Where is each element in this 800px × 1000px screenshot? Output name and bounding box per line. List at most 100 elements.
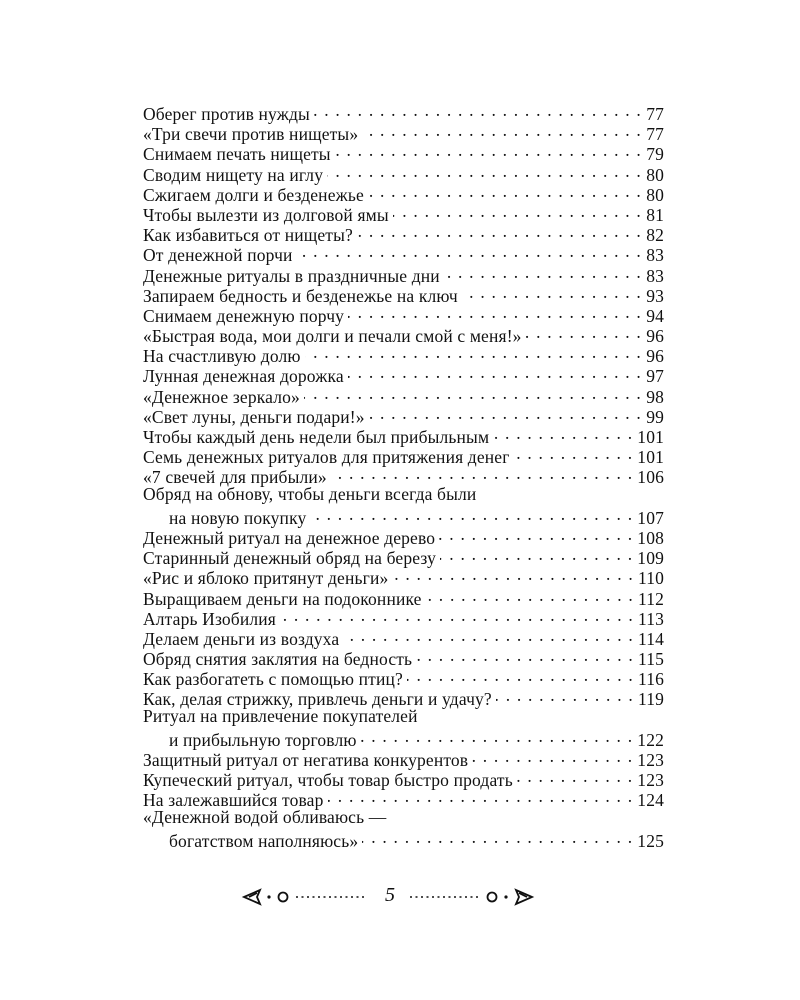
toc-entry-title: «Три свечи против нищеты» [143, 124, 359, 145]
toc-entry-title: Семь денежных ритуалов для притяжения де… [143, 447, 510, 468]
toc-entry-page: 81 [646, 204, 664, 225]
toc-entry-page: 106 [637, 467, 664, 488]
toc-entry-title: «Денежной водой обливаюсь — [143, 806, 387, 827]
dot-leader [314, 100, 642, 120]
toc-entry-page: 101 [637, 427, 664, 447]
toc-entry-page: 107 [637, 507, 664, 528]
toc-entry-title: Выращиваем деньги на подоконнике [143, 588, 422, 609]
toc-entry-title: Старинный денежный обряд на березу [143, 548, 436, 569]
toc-entry-page: 77 [646, 124, 664, 145]
toc-entry-title: Денежные ритуалы в праздничные дни [143, 265, 440, 286]
toc-entry: Алтарь Изобилия 113 [143, 605, 664, 629]
dot-leader [462, 282, 642, 302]
toc-entry: Запираем бедность и безденежье на ключ 93 [143, 282, 664, 306]
dot-leader [327, 161, 642, 181]
toc-entry-title: Сводим нищету на иглу [143, 164, 324, 185]
toc-entry-page: 77 [646, 104, 664, 124]
toc-entry: богатством наполняюсь» 125 [143, 827, 664, 851]
toc-entry: «Три свечи против нищеты» 77 [143, 120, 664, 144]
dot-leader [304, 383, 642, 403]
toc-entry-page: 110 [637, 568, 664, 589]
toc-entry-title: Ритуал на привлечение покупателей [143, 705, 418, 726]
toc-entry-page: 125 [637, 830, 664, 851]
toc-entry-title: «Рис и яблоко притянут деньги» [143, 568, 389, 589]
toc-entry: «7 свечей для прибыли» 106 [143, 463, 664, 487]
toc-entry-title: «Быстрая вода, мои долги и печали смой с… [143, 326, 522, 347]
toc-entry-page: 94 [646, 305, 664, 326]
toc-entry: Как разбогатеть с помощью птиц? 116 [143, 665, 664, 689]
toc-entry-title: Чтобы каждый день недели был прибыльным [143, 427, 490, 447]
toc-entry: Снимаем печать нищеты 79 [143, 140, 664, 164]
dot-leader [426, 585, 634, 605]
toc-entry-title: «Денежное зеркало» [143, 386, 300, 407]
toc-entry-page: 83 [646, 245, 664, 266]
toc-entry-page: 123 [637, 750, 664, 770]
dot-leader [407, 665, 634, 685]
toc-entry: Ритуал на привлечение покупателей [143, 706, 664, 726]
toc-entry-title: На залежавшийся товар [143, 790, 324, 811]
dot-leader [416, 645, 634, 665]
toc-entry: и прибыльную торговлю 122 [143, 726, 664, 750]
toc-entry: Как избавиться от нищеты? 82 [143, 221, 664, 245]
toc-entry: Обряд на обнову, чтобы деньги всегда был… [143, 484, 664, 504]
toc-entry-page: 122 [637, 729, 664, 750]
dot-leader [393, 201, 642, 221]
toc-entry-page: 112 [637, 588, 664, 609]
dot-leader [368, 181, 642, 201]
footer-ornament-icon [241, 888, 535, 906]
toc-entry-page: 82 [646, 225, 664, 246]
toc-entry: на новую покупку 107 [143, 504, 664, 528]
dot-leader [343, 625, 634, 645]
toc-entry: На счастливую долю 96 [143, 342, 664, 366]
dot-leader [348, 302, 642, 322]
toc-entry: От денежной порчи 83 [143, 241, 664, 265]
toc-entry-page: 80 [646, 184, 664, 205]
dot-leader [362, 827, 633, 847]
toc-entry: Денежные ритуалы в праздничные дни 83 [143, 262, 664, 286]
toc-entry-title: Обряд на обнову, чтобы деньги всегда был… [143, 483, 477, 504]
dot-leader [440, 544, 633, 564]
toc-entry-page: 109 [637, 548, 664, 569]
toc-entry-page: 124 [637, 790, 664, 811]
toc-entry: Купеческий ритуал, чтобы товар быстро пр… [143, 766, 664, 790]
toc-entry-page: 80 [646, 164, 664, 185]
toc-entry-page: 96 [646, 326, 664, 347]
dot-leader [517, 766, 633, 786]
toc-entry: Обряд снятия заклятия на бедность 115 [143, 645, 664, 669]
dot-leader [280, 605, 634, 625]
toc-entry: Чтобы вылезти из долговой ямы 81 [143, 201, 664, 225]
toc-entry-page: 83 [646, 265, 664, 286]
toc-entry-page: 93 [646, 285, 664, 306]
toc-entry: «Денежной водой обливаюсь — [143, 807, 664, 827]
toc-entry-title: «7 свечей для прибыли» [143, 467, 327, 488]
toc-entry: Чтобы каждый день недели был прибыльным 1… [143, 423, 664, 447]
toc-entry-title: Как, делая стрижку, привлечь деньги и уд… [143, 689, 492, 710]
dot-leader [514, 443, 634, 463]
toc-entry-title: Чтобы вылезти из долговой ямы [143, 204, 389, 225]
page-number: 5 [385, 884, 395, 906]
toc-entry-title: Купеческий ритуал, чтобы товар быстро пр… [143, 770, 513, 791]
dot-leader [392, 564, 634, 584]
dot-leader [297, 241, 642, 261]
toc-entry-page: 99 [646, 406, 664, 427]
toc-entry-page: 97 [646, 366, 664, 387]
toc-entry-page: 96 [646, 346, 664, 367]
toc-entry-page: 123 [637, 770, 664, 791]
toc-entry-title: Снимаем денежную порчу [143, 305, 345, 326]
toc-entry-title: Защитный ритуал от негатива конкурентов [143, 750, 469, 770]
dot-leader [526, 322, 642, 342]
dot-leader [362, 120, 642, 140]
toc-entry-page: 98 [646, 386, 664, 407]
toc-entry-title: богатством наполняюсь» [169, 830, 359, 851]
toc-entry: «Рис и яблоко притянут деньги» 110 [143, 564, 664, 588]
toc-entry-page: 79 [646, 144, 664, 165]
dot-leader [369, 403, 642, 423]
toc-entry: Снимаем денежную порчу 94 [143, 302, 664, 326]
toc-entry-title: Лунная денежная дорожка [143, 366, 344, 387]
toc-entry-title: и прибыльную торговлю [169, 729, 357, 750]
dot-leader [472, 746, 633, 766]
toc-entry: На залежавшийся товар 124 [143, 786, 664, 810]
toc-entry: Выращиваем деньги на подоконнике 112 [143, 585, 664, 609]
toc-entry-title: Денежный ритуал на денежное дерево [143, 527, 436, 548]
dot-leader [305, 342, 642, 362]
